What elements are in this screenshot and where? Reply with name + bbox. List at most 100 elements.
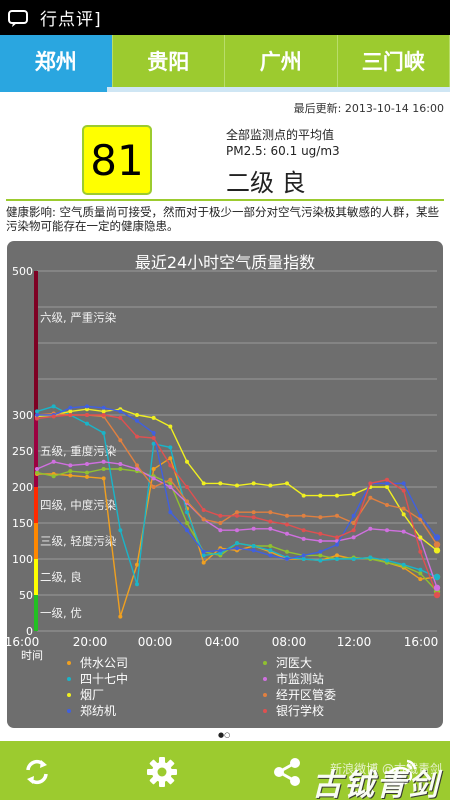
series-line <box>37 414 437 545</box>
legend-item: 市监测站 <box>263 670 324 687</box>
series-point <box>402 481 406 485</box>
series-point <box>218 481 222 485</box>
legend-label: 四十七中 <box>80 670 128 687</box>
series-point <box>185 499 189 503</box>
series-point <box>202 550 206 554</box>
series-point <box>52 404 56 408</box>
series-point <box>252 481 256 485</box>
legend-swatch <box>67 693 71 697</box>
series-point <box>318 515 322 519</box>
series-point <box>385 481 389 485</box>
settings-button[interactable] <box>145 755 179 789</box>
aqi-band-label: 二级, 良 <box>40 570 82 584</box>
series-point <box>318 558 322 562</box>
series-line <box>37 406 437 584</box>
x-tick-label: 08:00 <box>272 635 307 649</box>
series-last-point <box>434 547 440 553</box>
series-point <box>102 476 106 480</box>
aqi-band <box>34 487 38 523</box>
page-indicator: ●○ <box>218 731 230 739</box>
series-point <box>118 615 122 619</box>
series-point <box>68 473 72 477</box>
series-point <box>102 431 106 435</box>
x-axis-label: 时间 <box>21 649 43 662</box>
series-point <box>268 527 272 531</box>
series-point <box>335 494 339 498</box>
tab-zhengzhou[interactable]: 郑州 <box>0 35 113 87</box>
tab-indicator-track <box>0 87 450 92</box>
series-last-point <box>434 574 440 580</box>
series-last-point <box>434 541 440 547</box>
series-point <box>252 527 256 531</box>
series-point <box>102 467 106 471</box>
tab-guiyang[interactable]: 贵阳 <box>113 35 226 87</box>
series-point <box>85 475 89 479</box>
series-point <box>35 471 39 475</box>
series-point <box>102 460 106 464</box>
share-button[interactable] <box>270 755 304 789</box>
series-point <box>268 553 272 557</box>
series-point <box>185 521 189 525</box>
legend-item: 郑纺机 <box>67 702 116 719</box>
series-point <box>252 544 256 548</box>
series-point <box>135 463 139 467</box>
series-point <box>235 510 239 514</box>
series-point <box>168 425 172 429</box>
series-point <box>385 485 389 489</box>
series-point <box>385 558 389 562</box>
series-point <box>268 548 272 552</box>
aqi-value-badge: 81 <box>82 125 152 195</box>
tab-guangzhou[interactable]: 广州 <box>225 35 338 87</box>
series-point <box>302 553 306 557</box>
x-tick-label: 00:00 <box>138 635 173 649</box>
refresh-button[interactable] <box>20 755 54 789</box>
series-point <box>168 510 172 514</box>
x-tick-label: 16:00 <box>7 635 39 649</box>
series-point <box>302 557 306 561</box>
series-point <box>85 471 89 475</box>
share-icon <box>270 755 304 789</box>
series-point <box>285 522 289 526</box>
series-line <box>37 462 437 588</box>
series-point <box>335 553 339 557</box>
series-point <box>202 508 206 512</box>
series-point <box>168 485 172 489</box>
refresh-icon <box>20 755 54 789</box>
series-point <box>218 548 222 552</box>
aqi-band-label: 六级, 严重污染 <box>40 310 117 324</box>
series-point <box>68 409 72 413</box>
series-point <box>385 528 389 532</box>
series-point <box>285 532 289 536</box>
legend-item: 河医大 <box>263 654 312 671</box>
series-point <box>85 462 89 466</box>
tab-sanmenxia[interactable]: 三门峡 <box>338 35 450 87</box>
series-point <box>135 413 139 417</box>
series-point <box>152 485 156 489</box>
series-point <box>402 530 406 534</box>
y-tick-label: 200 <box>12 481 33 494</box>
series-point <box>418 514 422 518</box>
series-point <box>235 546 239 550</box>
series-point <box>168 478 172 482</box>
series-point <box>102 406 106 410</box>
series-point <box>118 438 122 442</box>
series-point <box>302 494 306 498</box>
series-point <box>118 462 122 466</box>
legend-label: 经开区管委 <box>276 686 336 703</box>
series-point <box>235 528 239 532</box>
app-title: 行点评] <box>40 5 102 30</box>
series-point <box>352 492 356 496</box>
series-point <box>185 528 189 532</box>
series-point <box>235 514 239 518</box>
series-point <box>418 550 422 554</box>
series-point <box>202 481 206 485</box>
series-last-point <box>434 592 440 598</box>
series-point <box>402 563 406 567</box>
series-point <box>335 543 339 547</box>
series-point <box>185 510 189 514</box>
x-tick-label: 04:00 <box>205 635 240 649</box>
watermark-signature: 古钺青剑 <box>312 760 440 804</box>
aqi-band-label: 一级, 优 <box>40 606 82 620</box>
y-tick-label: 500 <box>12 265 33 278</box>
